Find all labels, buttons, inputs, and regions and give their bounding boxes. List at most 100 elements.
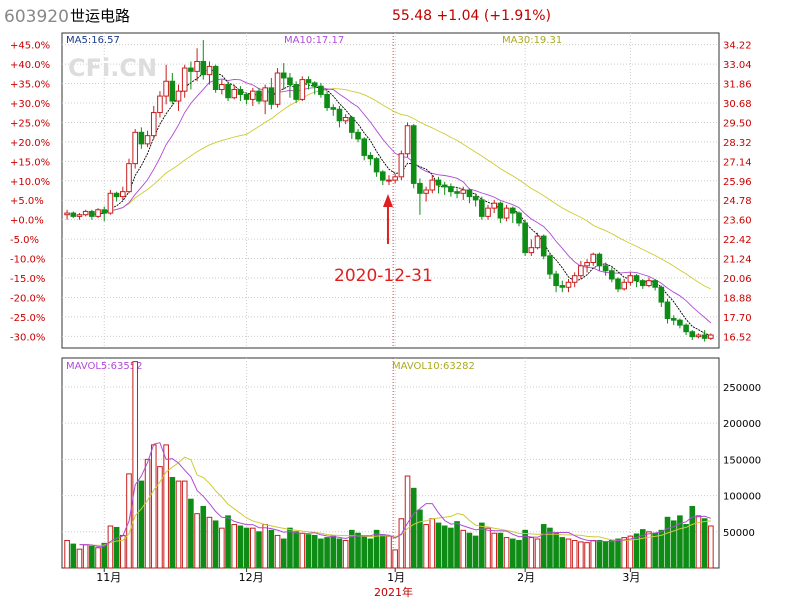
candle <box>609 267 615 283</box>
candle <box>274 68 281 108</box>
candle-body <box>491 202 498 209</box>
candle <box>454 188 460 199</box>
candle-body <box>386 179 392 182</box>
candle-body <box>472 196 479 201</box>
candle <box>695 333 702 339</box>
ma5-line <box>91 67 712 336</box>
candle <box>485 204 491 220</box>
price-tick-label: 34.22 <box>723 41 752 52</box>
volume-bar <box>639 529 646 569</box>
volume-bar <box>695 515 702 569</box>
volume-bar <box>460 529 467 569</box>
candle-body <box>479 199 485 217</box>
volume-bar <box>503 537 510 569</box>
volume-bar <box>95 547 101 569</box>
volume-bar <box>516 539 522 569</box>
candle <box>677 318 683 329</box>
candle-body <box>330 107 337 110</box>
volume-bar <box>590 539 597 569</box>
candle <box>367 152 374 166</box>
candle <box>683 323 689 336</box>
volume-bar <box>677 515 683 569</box>
volume-bar <box>491 532 498 569</box>
candle <box>540 234 547 260</box>
price-tick-label: 31.86 <box>723 80 752 91</box>
candle-body <box>615 278 621 290</box>
candle <box>386 175 392 186</box>
volume-bar <box>448 527 454 569</box>
volume-bar <box>299 532 306 569</box>
candle <box>262 84 268 115</box>
candle <box>621 278 627 291</box>
candle-body <box>547 255 553 275</box>
candle-body <box>553 273 559 287</box>
volume-bar <box>113 526 120 569</box>
price-tick-label: 27.14 <box>723 157 752 168</box>
volume-bar <box>175 480 182 569</box>
candle <box>534 232 541 250</box>
candle-body <box>89 210 95 217</box>
volume-bar <box>212 520 219 569</box>
candle <box>89 209 95 220</box>
candle <box>571 272 578 288</box>
candle-body <box>485 207 491 217</box>
price-tick-label: 22.42 <box>723 235 752 246</box>
candle-body <box>361 138 368 156</box>
volume-bar <box>107 525 114 569</box>
volume-bar <box>410 487 417 569</box>
candle <box>132 129 138 169</box>
candle-body <box>299 79 306 100</box>
volume-bar <box>324 537 330 569</box>
volume-bar <box>268 529 275 569</box>
candle-body <box>528 247 535 254</box>
candle <box>225 81 231 102</box>
volume-bar <box>311 534 318 569</box>
candle <box>188 61 194 90</box>
candle-body <box>646 280 652 287</box>
candle <box>448 183 454 197</box>
volume-bar <box>417 509 423 569</box>
percent-axis: +45.0% +40.0% +35.0% +30.0% +25.0% +20.0% +15.… <box>10 41 50 344</box>
candle <box>590 252 597 266</box>
candle <box>219 79 225 95</box>
candle-body <box>181 67 188 92</box>
volume-bar <box>101 542 108 569</box>
candle <box>652 278 658 291</box>
candle <box>392 173 398 184</box>
candle-body <box>256 90 262 102</box>
candle <box>120 186 126 200</box>
price-axis: 34.22 33.04 31.86 30.68 29.50 28.32 27.14 25.96… <box>723 41 752 344</box>
candle <box>627 272 634 286</box>
pct-tick-label: +0.0% <box>10 216 44 227</box>
candle-body <box>652 280 658 288</box>
watermark: CFi.CN <box>68 54 157 82</box>
volume-bar <box>138 480 145 569</box>
candle <box>82 209 89 217</box>
month-label: 12月 <box>239 571 264 584</box>
candlesticks <box>64 40 714 342</box>
candle-body <box>417 182 423 194</box>
legend-mavol5: MAVOL5:63552 <box>66 361 142 372</box>
price-panel <box>61 32 720 349</box>
candle-body <box>318 85 324 95</box>
volume-bar <box>194 513 200 569</box>
candle <box>138 127 145 149</box>
candle-body <box>188 67 194 72</box>
candle <box>417 178 423 215</box>
price-tick-label: 16.52 <box>723 332 752 343</box>
candle <box>95 208 101 219</box>
candle <box>194 48 200 82</box>
volume-bar <box>596 539 603 569</box>
candle-body <box>82 210 89 216</box>
date-annotation: 2020-12-31 <box>334 194 433 286</box>
candle-body <box>212 65 219 90</box>
pct-tick-label: -20.0% <box>10 293 45 304</box>
volume-bar <box>367 538 374 569</box>
candle-body <box>701 334 708 339</box>
candle-body <box>633 275 640 282</box>
volume-bar <box>633 533 640 569</box>
volume-axis: 250000 200000 150000 100000 50000 <box>723 383 761 539</box>
candle <box>76 213 83 220</box>
candle <box>318 82 324 98</box>
